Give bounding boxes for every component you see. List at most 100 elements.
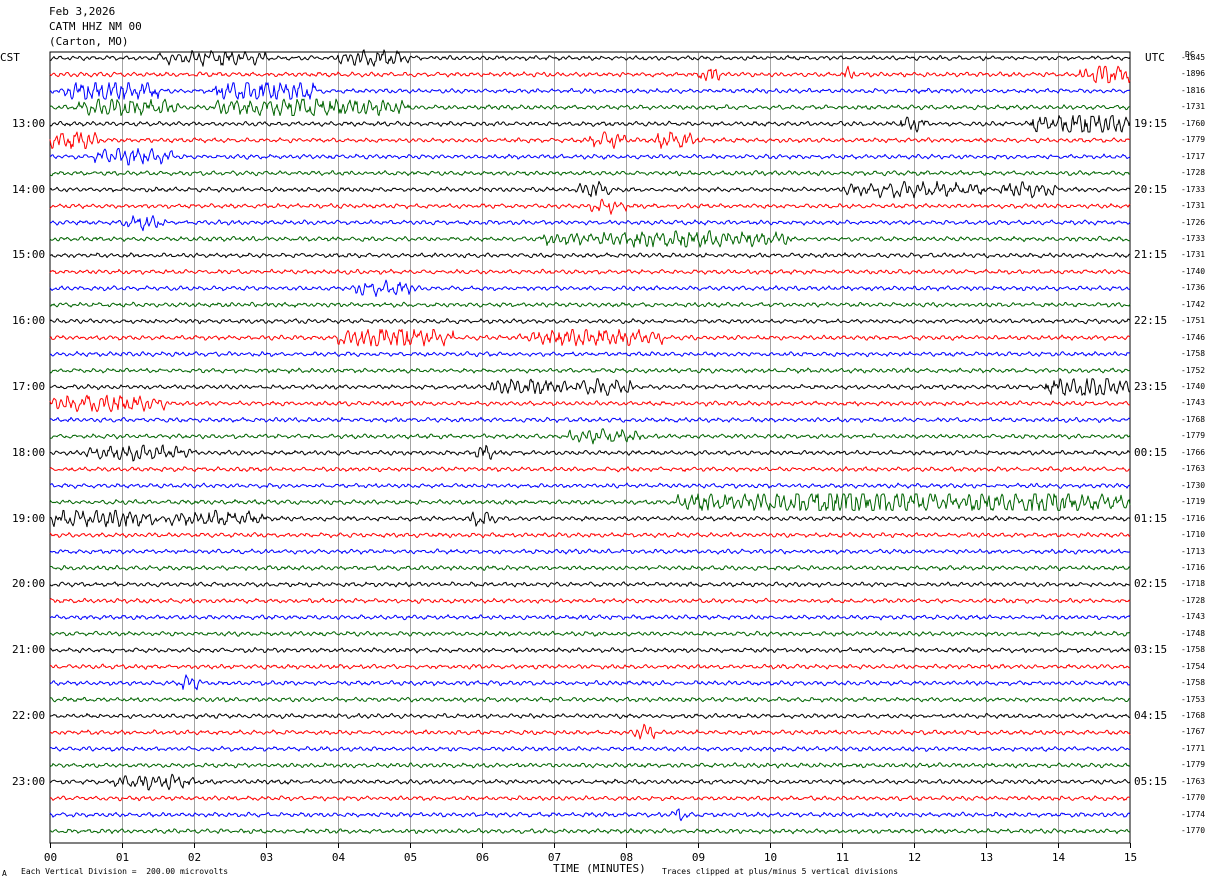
seismic-trace-row bbox=[49, 828, 1131, 835]
seismic-trace-row bbox=[49, 268, 1131, 275]
seismic-trace-row bbox=[49, 367, 1131, 374]
dc-offset-label: -1770 bbox=[1181, 826, 1206, 836]
seismic-trace-row bbox=[49, 762, 1131, 769]
dc-offset-label: -1752 bbox=[1181, 365, 1206, 375]
x-tick-label: 01 bbox=[116, 851, 129, 864]
dc-offset-label: -1717 bbox=[1181, 151, 1206, 161]
header-station: CATM HHZ NM 00 bbox=[49, 20, 142, 33]
dc-offset-label: -1719 bbox=[1181, 497, 1206, 507]
utc-hour-label: 02:15 bbox=[1134, 577, 1168, 591]
utc-hour-label: 00:15 bbox=[1134, 445, 1168, 459]
dc-offset-label: -1716 bbox=[1181, 513, 1206, 523]
seismic-trace-row bbox=[49, 49, 1131, 67]
dc-offset-label: -1768 bbox=[1181, 711, 1206, 720]
right-zone-label: UTC bbox=[1145, 51, 1165, 64]
dc-offset-label: -1845 bbox=[1181, 53, 1206, 62]
dc-offset-label: -1736 bbox=[1181, 283, 1206, 293]
seismic-trace-row bbox=[49, 548, 1131, 555]
seismic-trace-row bbox=[49, 198, 1131, 215]
cst-hour-label: 20:00 bbox=[12, 577, 46, 591]
dc-offset-label: -1743 bbox=[1181, 612, 1206, 622]
dc-offset-label: -1733 bbox=[1181, 184, 1206, 194]
x-tick-label: 07 bbox=[548, 851, 561, 864]
dc-offset-label: -1728 bbox=[1181, 595, 1206, 605]
dc-offset-label: -1718 bbox=[1181, 579, 1206, 589]
seismic-trace-row bbox=[49, 148, 1131, 166]
cst-hour-label: 17:00 bbox=[12, 380, 46, 393]
dc-offset-label: -1766 bbox=[1181, 447, 1206, 457]
seismic-trace-row bbox=[49, 170, 1131, 177]
left-zone-label: CST bbox=[0, 51, 20, 64]
utc-hour-label: 22:15 bbox=[1134, 314, 1168, 328]
x-tick-label: 12 bbox=[908, 851, 921, 864]
plot-border bbox=[49, 51, 1131, 844]
dc-offset-label: -1779 bbox=[1181, 760, 1206, 770]
seismic-trace-row bbox=[49, 350, 1131, 358]
seismic-trace-row bbox=[49, 663, 1131, 670]
cst-hour-label: 19:00 bbox=[12, 511, 46, 525]
dc-offset-label: -1896 bbox=[1181, 69, 1206, 79]
dc-offset-label: -1774 bbox=[1181, 809, 1206, 819]
cst-hour-label: 22:00 bbox=[12, 709, 46, 722]
seismic-trace-row bbox=[49, 279, 1131, 297]
dc-offset-label: -1731 bbox=[1181, 201, 1206, 211]
dc-offset-label: -1731 bbox=[1181, 102, 1206, 112]
seismic-trace-row bbox=[49, 82, 1131, 100]
x-tick-label: 14 bbox=[1052, 851, 1066, 864]
utc-hour-label: 19:15 bbox=[1134, 116, 1168, 130]
dc-offset-label: -1758 bbox=[1181, 645, 1206, 655]
seismic-trace-row bbox=[49, 98, 1131, 117]
header-date: Feb 3,2026 bbox=[49, 5, 116, 18]
x-tick-label: 15 bbox=[1124, 851, 1137, 864]
dc-offset-label: -1733 bbox=[1181, 233, 1206, 243]
x-tick-label: 06 bbox=[476, 851, 489, 864]
cst-hour-label: 16:00 bbox=[12, 314, 46, 328]
seismic-trace-row bbox=[49, 301, 1131, 308]
seismic-trace-row bbox=[49, 647, 1131, 654]
seismic-trace-row bbox=[49, 531, 1131, 539]
dc-offset-label: -1713 bbox=[1181, 546, 1206, 556]
seismic-trace-row bbox=[49, 564, 1131, 572]
seismic-trace-row bbox=[49, 466, 1131, 473]
utc-hour-label: 03:15 bbox=[1134, 643, 1168, 657]
cst-hour-label: 18:00 bbox=[12, 445, 46, 459]
x-tick-label: 05 bbox=[404, 851, 417, 864]
dc-offset-label: -1754 bbox=[1181, 661, 1206, 671]
x-tick-label: 13 bbox=[980, 851, 993, 864]
seismic-trace-row bbox=[49, 808, 1131, 822]
seismic-trace-row bbox=[49, 723, 1131, 740]
x-tick-label: 03 bbox=[260, 851, 273, 864]
dc-offset-label: -1758 bbox=[1181, 349, 1206, 359]
seismic-trace-row bbox=[49, 215, 1131, 232]
time-axis: 00 01 02 03 04 05 06 07 08 09 10 11 12 13 14 15 bbox=[44, 843, 1137, 864]
seismic-trace-row bbox=[49, 416, 1131, 423]
utc-hour-label: 21:15 bbox=[1134, 248, 1168, 262]
seismic-trace-row bbox=[49, 328, 1131, 347]
dc-offset-label: -1726 bbox=[1181, 217, 1206, 227]
dc-offset-label: -1760 bbox=[1181, 118, 1206, 128]
x-tick-label: 04 bbox=[332, 851, 346, 864]
cst-hour-label: 14:00 bbox=[12, 182, 46, 196]
utc-hour-label: 01:15 bbox=[1134, 511, 1168, 525]
dc-offset-label: -1751 bbox=[1181, 316, 1206, 326]
dc-offset-label: -1730 bbox=[1181, 480, 1206, 490]
seismic-trace-row bbox=[49, 773, 1131, 791]
dc-offset-label: -1710 bbox=[1181, 530, 1206, 540]
seismic-trace-row bbox=[49, 318, 1131, 325]
x-tick-label: 11 bbox=[836, 851, 849, 864]
corner-mark: A bbox=[2, 869, 7, 878]
seismic-trace-row bbox=[49, 795, 1131, 802]
trace-group bbox=[49, 49, 1131, 835]
dc-offset-label: -1731 bbox=[1181, 250, 1206, 260]
dc-offset-label: -1746 bbox=[1181, 332, 1206, 342]
x-tick-label: 10 bbox=[764, 851, 777, 864]
seismic-trace-row bbox=[49, 428, 1131, 445]
dc-offset-label: -1763 bbox=[1181, 776, 1206, 786]
seismic-trace-row bbox=[49, 745, 1131, 752]
seismic-trace-row bbox=[49, 115, 1131, 133]
dc-label: DC bbox=[1185, 50, 1195, 59]
dc-offset-label: -1779 bbox=[1181, 135, 1206, 145]
header-location: (Carton, MO) bbox=[49, 35, 129, 48]
cst-hour-label: 13:00 bbox=[12, 116, 46, 130]
